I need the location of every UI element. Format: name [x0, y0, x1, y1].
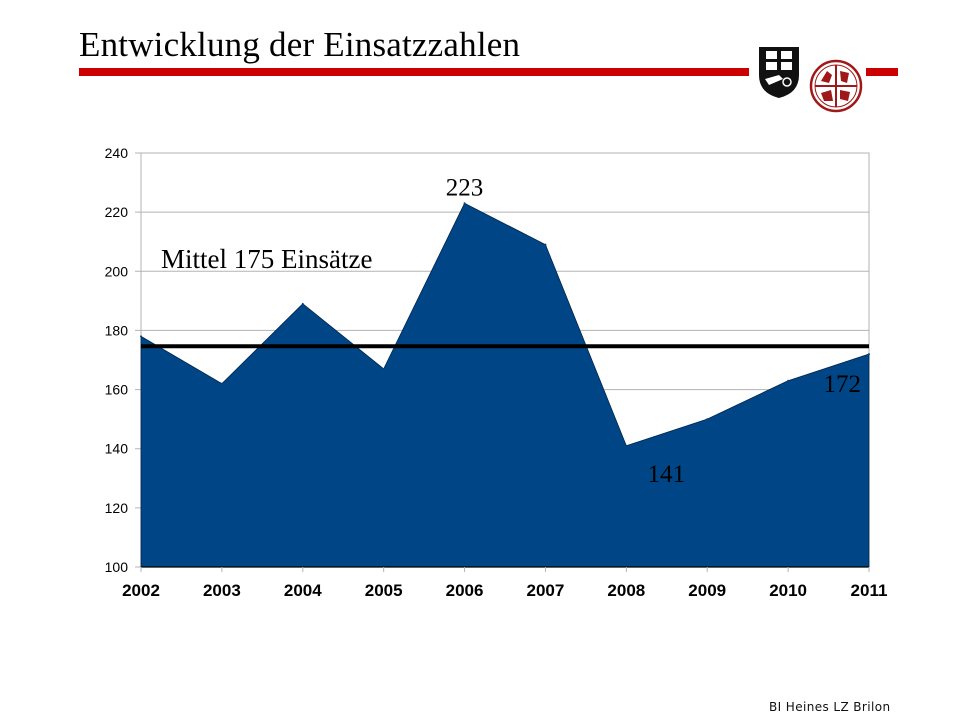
y-tick-label: 240	[105, 145, 129, 161]
annotation-low-2008: 141	[648, 461, 686, 488]
x-tick-label: 2002	[122, 581, 160, 600]
data-point-2010	[787, 379, 790, 382]
y-tick-label: 160	[105, 382, 129, 398]
data-point-2008	[625, 444, 628, 447]
data-point-2009	[706, 418, 709, 421]
y-tick-label: 200	[105, 263, 129, 279]
data-point-2006	[463, 202, 466, 205]
title-underline-bar-end	[866, 68, 898, 76]
data-point-2003	[220, 382, 223, 385]
x-tick-label: 2011	[851, 581, 888, 600]
reference-line-label: Mittel 175 Einsätze	[161, 244, 372, 274]
data-point-2004	[301, 302, 304, 305]
slide-title: Entwicklung der Einsatzzahlen	[79, 25, 521, 64]
fire-brigade-emblem-icon	[809, 59, 863, 113]
x-tick-label: 2005	[365, 581, 403, 600]
title-underline-bar	[79, 68, 749, 76]
y-tick-label: 120	[105, 500, 129, 516]
x-tick-label: 2006	[446, 581, 484, 600]
y-tick-label: 220	[105, 204, 129, 220]
y-tick-label: 140	[105, 441, 129, 457]
x-tick-label: 2007	[527, 581, 565, 600]
y-tick-label: 100	[105, 559, 129, 575]
x-tick-label: 2003	[203, 581, 241, 600]
x-tick-label: 2010	[769, 581, 807, 600]
coat-of-arms-icon	[759, 47, 799, 98]
x-tick-label: 2008	[607, 581, 645, 600]
data-point-2011	[868, 353, 870, 356]
y-tick-label: 180	[105, 322, 129, 338]
data-point-2002	[140, 335, 142, 338]
data-point-2005	[382, 367, 385, 370]
annotation-last-2011: 172	[824, 371, 862, 398]
annotation-peak-2006: 223	[446, 174, 484, 201]
x-tick-label: 2004	[284, 581, 322, 600]
footer-text: BI Heines LZ Brilon	[769, 700, 891, 714]
x-tick-label: 2009	[688, 581, 726, 600]
data-point-2007	[544, 243, 547, 246]
